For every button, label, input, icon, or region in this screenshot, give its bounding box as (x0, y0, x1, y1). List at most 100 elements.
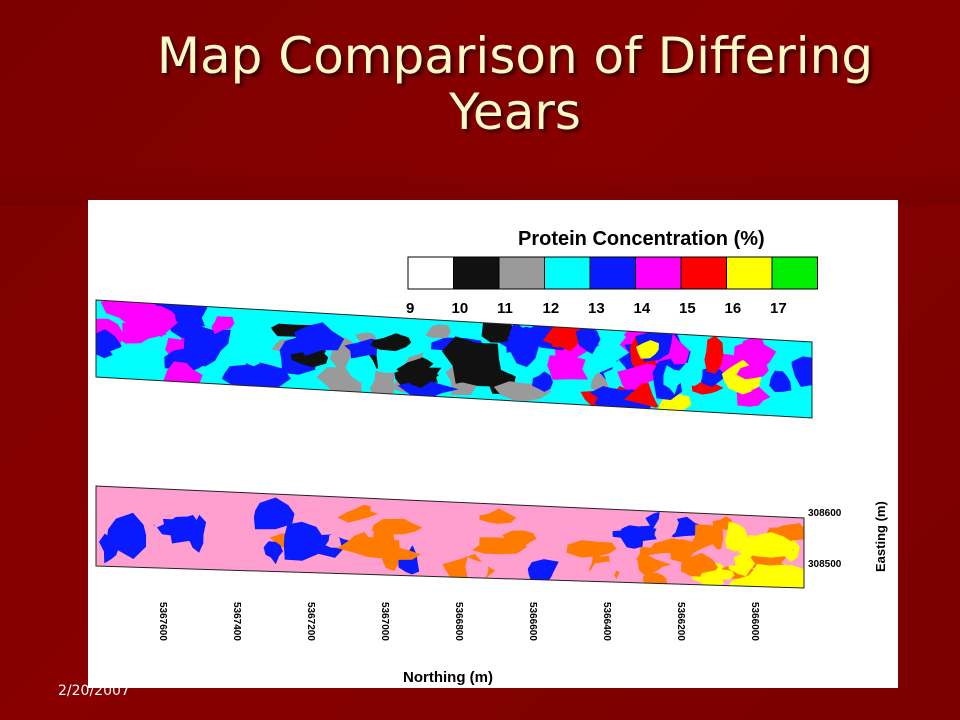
bottom-map-patch (527, 559, 559, 586)
top-map-patch (736, 360, 769, 380)
top-map-patch (425, 324, 451, 339)
top-map-patch (704, 335, 724, 374)
top-map-patch (100, 300, 160, 330)
slide-title: Map Comparison of Differing Years (100, 28, 930, 140)
bottom-map-patch (566, 512, 614, 543)
top-map-patch (211, 316, 235, 335)
slide-date: 2/20/2007 (58, 683, 130, 699)
bottom-map-patch (589, 561, 619, 585)
top-map-patch (744, 386, 771, 407)
easting-axis-label: Easting (m) (873, 501, 888, 572)
bottom-map-patch (737, 532, 798, 558)
top-map-patch (397, 381, 459, 398)
top-map-patch (603, 359, 629, 397)
bottom-map-patch (325, 532, 342, 548)
bottom-map-patch (465, 557, 489, 582)
legend-title: Protein Concentration (%) (518, 228, 765, 250)
bottom-map-patch (502, 530, 537, 548)
slide-title-line-1: Map Comparison of Differing (156, 27, 874, 85)
top-map-patch (369, 370, 395, 399)
legend-swatch-2 (453, 256, 500, 290)
northing-tick-1: 5367600 (157, 602, 168, 641)
top-map-patch (507, 326, 540, 368)
legend-swatch-7 (680, 256, 727, 290)
bottom-map-patch (337, 504, 378, 523)
top-map-patch (144, 357, 167, 384)
top-map-patch (294, 322, 345, 356)
northing-tick-9: 5366000 (749, 602, 760, 641)
legend-swatch-8 (726, 256, 773, 290)
legend-swatch-4 (544, 256, 591, 290)
bottom-map-patch (415, 514, 454, 543)
bottom-map-patch (403, 503, 460, 522)
title-band (0, 165, 960, 205)
legend-swatches (407, 256, 818, 290)
bottom-map-patch (479, 508, 517, 524)
bottom-map-patch (370, 496, 412, 521)
slide-title-line-2: Years (449, 83, 581, 141)
legend-swatch-1 (407, 256, 454, 290)
bottom-map-patch (371, 547, 421, 560)
legend-tick-8: 16 (725, 300, 742, 317)
bottom-map-patch (204, 506, 239, 522)
top-map-patch (698, 368, 727, 387)
top-map-patch (243, 342, 261, 367)
bottom-map-patch (263, 541, 283, 565)
bottom-map-patch (728, 550, 756, 577)
top-map-patch (370, 333, 412, 352)
northing-tick-5: 5366800 (453, 602, 464, 641)
northing-tick-6: 5366600 (527, 602, 538, 641)
bottom-map-patch (188, 514, 207, 553)
bottom-map-patch (317, 517, 350, 530)
top-map-patch (532, 371, 553, 392)
northing-ticks: 5367600 5367400 5367200 5367000 5366800 53666… (157, 602, 760, 641)
easting-tick-1: 308600 (808, 508, 842, 519)
top-map-patch (575, 327, 601, 355)
legend-swatch-3 (498, 256, 545, 290)
bottom-map-patch (747, 563, 795, 586)
top-map-patch (769, 370, 792, 392)
top-map-patch (691, 379, 724, 395)
bottom-map-patch (358, 536, 400, 554)
bottom-map-patch (147, 497, 184, 520)
protein-map-top (95, 299, 813, 419)
legend-tick-7: 15 (679, 300, 696, 317)
legend-tick-3: 11 (497, 300, 513, 317)
top-map-patch (221, 364, 266, 387)
bottom-map-patch (96, 519, 113, 530)
northing-tick-7: 5366400 (601, 602, 612, 641)
top-map-patch (189, 334, 222, 367)
bottom-map-patch (712, 516, 733, 530)
bottom-map-patch (681, 552, 718, 577)
top-map-patch (441, 336, 503, 384)
bottom-map-patch (619, 526, 646, 549)
legend-tick-1: 9 (406, 300, 414, 317)
legend-swatch-6 (635, 256, 682, 290)
legend-tick-4: 12 (543, 300, 560, 317)
top-map-patch (551, 330, 569, 348)
top-map-patch (290, 347, 329, 368)
legend-ticks: 9 10 11 12 13 14 15 16 17 (406, 300, 787, 317)
top-map-patch (174, 301, 208, 327)
top-map-patch (547, 355, 588, 380)
map-figure-canvas: Protein Concentration (%) 9 10 11 12 13 14 15 1… (95, 228, 888, 686)
northing-tick-3: 5367200 (305, 602, 316, 641)
bottom-map-patch (106, 512, 147, 559)
legend-tick-2: 10 (452, 300, 469, 317)
legend-tick-5: 13 (588, 300, 605, 317)
bottom-map-patch (725, 521, 748, 553)
bottom-map-patch (566, 540, 617, 558)
legend-swatch-9 (771, 256, 818, 290)
bottom-map-patch (152, 547, 175, 564)
bottom-map-patch (253, 497, 295, 530)
top-map-patch (679, 362, 703, 386)
top-map-patch (636, 340, 659, 359)
bottom-map-patch (652, 506, 679, 540)
northing-tick-4: 5367000 (379, 602, 390, 641)
map-figure: Protein Concentration (%) 9 10 11 12 13 14 15 1… (88, 200, 898, 688)
legend-tick-6: 14 (634, 300, 651, 317)
legend-swatch-5 (589, 256, 636, 290)
bottom-map-patch (692, 524, 724, 552)
northing-tick-8: 5366200 (675, 602, 686, 641)
northing-tick-2: 5367400 (231, 602, 242, 641)
